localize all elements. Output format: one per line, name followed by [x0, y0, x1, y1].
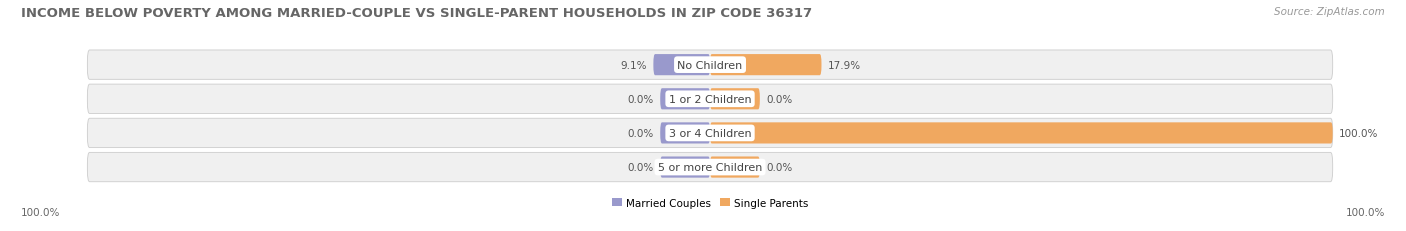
Text: 100.0%: 100.0%	[1339, 128, 1378, 138]
Text: INCOME BELOW POVERTY AMONG MARRIED-COUPLE VS SINGLE-PARENT HOUSEHOLDS IN ZIP COD: INCOME BELOW POVERTY AMONG MARRIED-COUPL…	[21, 7, 813, 20]
FancyBboxPatch shape	[710, 123, 1333, 144]
Text: 0.0%: 0.0%	[627, 94, 654, 104]
FancyBboxPatch shape	[710, 89, 759, 110]
FancyBboxPatch shape	[661, 123, 710, 144]
Text: No Children: No Children	[678, 60, 742, 70]
Legend: Married Couples, Single Parents: Married Couples, Single Parents	[609, 195, 811, 211]
FancyBboxPatch shape	[710, 55, 821, 76]
FancyBboxPatch shape	[710, 157, 759, 178]
Text: 1 or 2 Children: 1 or 2 Children	[669, 94, 751, 104]
Text: 5 or more Children: 5 or more Children	[658, 162, 762, 172]
FancyBboxPatch shape	[661, 89, 710, 110]
Text: 17.9%: 17.9%	[828, 60, 860, 70]
FancyBboxPatch shape	[87, 85, 1333, 114]
Text: 0.0%: 0.0%	[627, 162, 654, 172]
Text: 9.1%: 9.1%	[620, 60, 647, 70]
FancyBboxPatch shape	[87, 51, 1333, 80]
Text: 0.0%: 0.0%	[766, 162, 793, 172]
FancyBboxPatch shape	[654, 55, 710, 76]
Text: 100.0%: 100.0%	[21, 207, 60, 217]
FancyBboxPatch shape	[661, 157, 710, 178]
FancyBboxPatch shape	[87, 119, 1333, 148]
Text: 0.0%: 0.0%	[627, 128, 654, 138]
Text: 3 or 4 Children: 3 or 4 Children	[669, 128, 751, 138]
Text: 100.0%: 100.0%	[1346, 207, 1385, 217]
Text: 0.0%: 0.0%	[766, 94, 793, 104]
Text: Source: ZipAtlas.com: Source: ZipAtlas.com	[1274, 7, 1385, 17]
FancyBboxPatch shape	[87, 153, 1333, 182]
